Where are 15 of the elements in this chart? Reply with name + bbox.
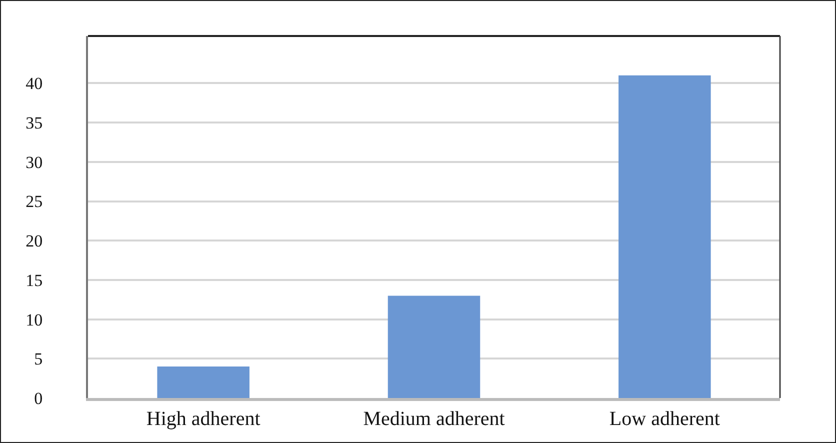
x-tick-label: High adherent [146,408,261,430]
bar [388,296,480,398]
bar [618,75,711,398]
y-tick-label: 5 [34,350,43,369]
bar [157,366,250,398]
y-tick-label: 25 [26,192,43,212]
y-tick-label: 20 [26,232,43,251]
x-tick-label: Low adherent [609,408,720,430]
y-tick-label: 40 [26,74,43,94]
y-tick-label: 0 [34,388,43,408]
y-tick-label: 15 [26,270,43,290]
y-tick-label: 35 [26,114,43,133]
y-tick-label: 10 [26,310,43,330]
x-tick-label: Medium adherent [363,408,506,430]
y-tick-label: 30 [26,152,43,172]
